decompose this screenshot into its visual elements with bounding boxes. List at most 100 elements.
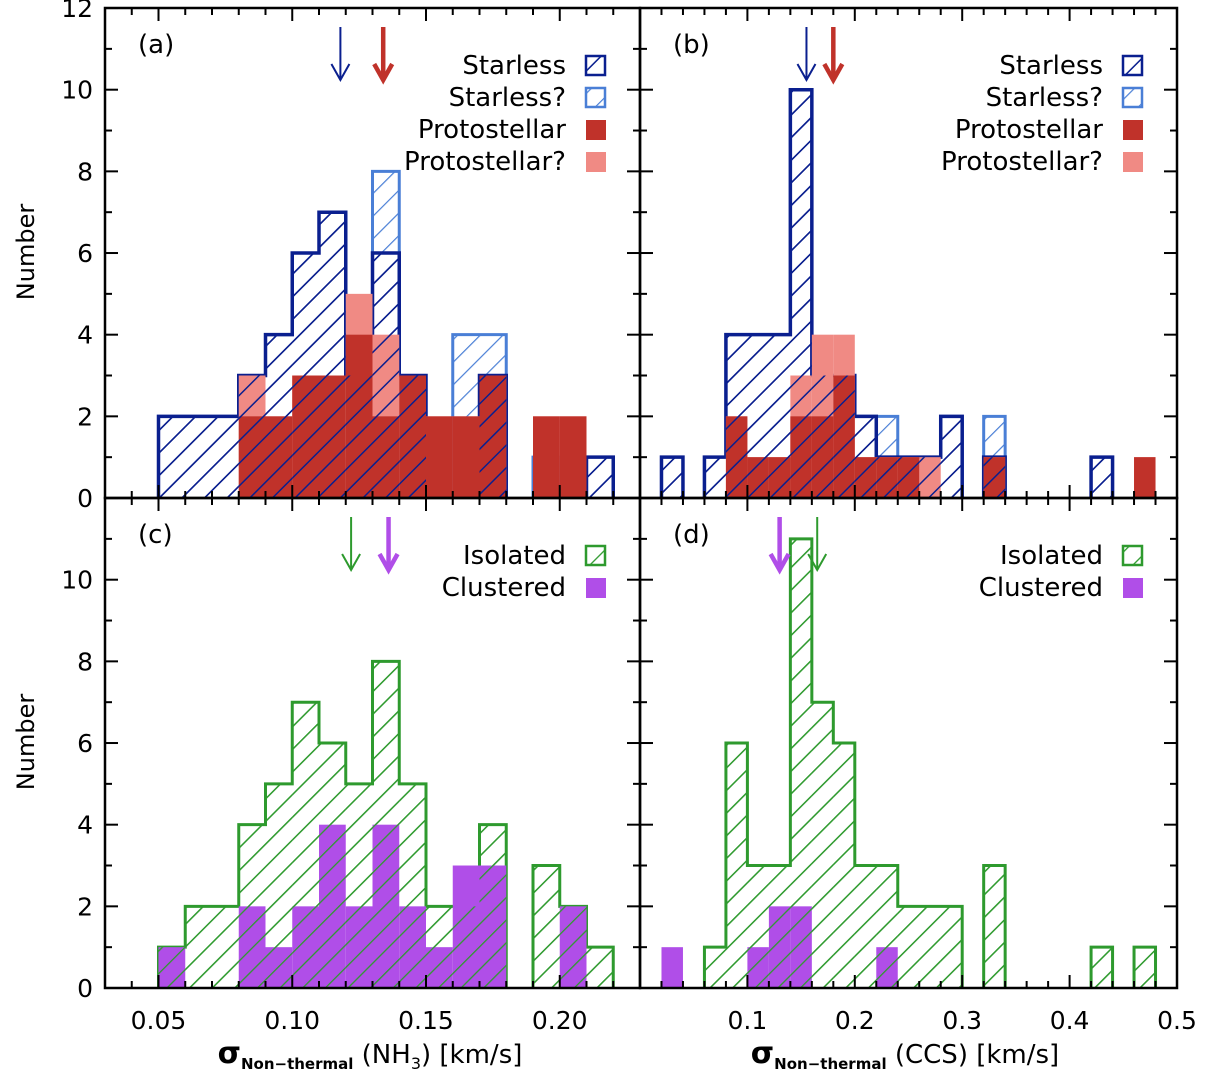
starless-hatch [586,457,614,498]
y-tick-label: 4 [77,321,93,350]
isolated-hatch [292,702,319,988]
protostellar-bar [559,416,587,498]
isolated-hatch [265,783,293,988]
x-axis-label-subscript: Non−thermal [241,1055,353,1073]
x-axis-label-text: (NH [353,1040,410,1070]
isolated-hatch [983,865,1006,988]
x-axis-label-tail: ) [km/s] [421,1040,522,1070]
x-tick-label: 0.2 [835,1006,875,1035]
isolated-hatch [212,906,239,988]
starless-hatch [768,334,791,498]
clustered-bar [661,947,683,988]
protostellar-median-arrow-head [372,62,395,85]
starless-hatch [919,457,941,498]
y-tick-label: 6 [77,239,93,268]
x-tick-label: 0.5 [1157,1006,1197,1035]
starless-hatch [661,457,683,498]
x-axis-label-right: σNon−thermal (CCS) [km/s] [751,1036,1059,1073]
legend-swatch [1123,120,1143,140]
axes-frame [638,496,1179,990]
starless-hatch [704,457,726,498]
isolated-hatch [1134,947,1156,988]
legend-label: Protostellar? [404,147,566,177]
legend-swatch [1121,54,1144,77]
starless-hatch [292,253,319,498]
isolated-hatch [768,865,791,988]
legend-label: Starless [462,51,566,81]
legend-swatch [584,86,607,109]
isolated-hatch [1091,947,1113,988]
y-tick-label: 4 [77,811,93,840]
isolated-hatch [747,865,769,988]
x-tick-label: 0.4 [1050,1006,1090,1035]
isolated-hatch [876,865,898,988]
isolated-hatch [426,906,453,988]
legend-label: Clustered [979,573,1103,603]
isolated-median-arrow-head [807,553,828,573]
isolated-hatch [811,702,834,988]
legend-label: Starless? [986,83,1103,113]
y-axis-label-top: Number [12,204,40,301]
y-tick-label: 10 [61,566,93,595]
axes-frame [638,6,1179,500]
isolated-hatch [940,906,963,988]
isolated-hatch [399,783,426,988]
starless-hatch [238,375,266,498]
panel-b: StarlessStarless?ProtostellarProtostella… [638,6,1179,500]
panel-label: (d) [673,520,710,550]
legend-swatch [584,544,607,567]
panel-label: (a) [138,30,174,60]
starless-hatch [725,334,748,498]
x-tick-label: 0.05 [131,1006,187,1035]
panel-label: (b) [673,30,710,60]
panel-a: StarlessStarless?ProtostellarProtostella… [61,0,642,513]
x-axis-label-sigma: σ [218,1036,241,1071]
x-axis-label-subscript: Non−thermal [774,1055,886,1073]
isolated-hatch [185,906,212,988]
protostellar-bar [452,416,480,498]
y-axis-label-bottom: Number [12,694,40,791]
isolated-hatch [897,906,920,988]
x-tick-label: 0.15 [398,1006,454,1035]
x-tick-label: 0.1 [728,1006,768,1035]
legend-swatch [586,578,606,598]
isolated-hatch [586,947,614,988]
starless-hatch [158,416,186,498]
protostellar-bar [533,416,560,498]
isolated-hatch [854,865,877,988]
y-tick-label: 6 [77,729,93,758]
y-tick-label: 10 [61,76,93,105]
legend-swatch [586,120,606,140]
starless-hatch [747,334,769,498]
isolated-median-arrow-head [341,553,361,573]
isolated-hatch [725,743,748,988]
x-axis-label-sigma: σ [751,1036,774,1071]
starless-hatch [876,457,898,498]
starless-hatch [399,375,426,498]
isolated-hatch [790,538,812,988]
starless-hatch [479,375,507,498]
starless-hatch [212,416,239,498]
starless-hatch [319,212,346,498]
starless-hatch [1091,457,1113,498]
starless-hatch [897,457,920,498]
legend-label: Starless [999,51,1103,81]
starless-hatch [185,416,212,498]
legend-swatch [1121,86,1144,109]
legend-label: Protostellar? [941,147,1103,177]
starless-hatch [833,375,855,498]
y-tick-label: 0 [77,484,93,513]
legend-label: Starless? [449,83,566,113]
legend-label: Isolated [1000,541,1103,571]
x-tick-label: 0.3 [942,1006,982,1035]
panel-label: (c) [138,520,173,550]
clustered-median-arrow-head [768,552,791,575]
protostellar-bar [1134,457,1156,498]
isolated-hatch [452,906,480,988]
legend-swatch [1123,152,1143,172]
x-tick-label: 0.10 [264,1006,320,1035]
starless-hatch [940,416,963,498]
clustered-median-arrow-head [377,552,400,575]
